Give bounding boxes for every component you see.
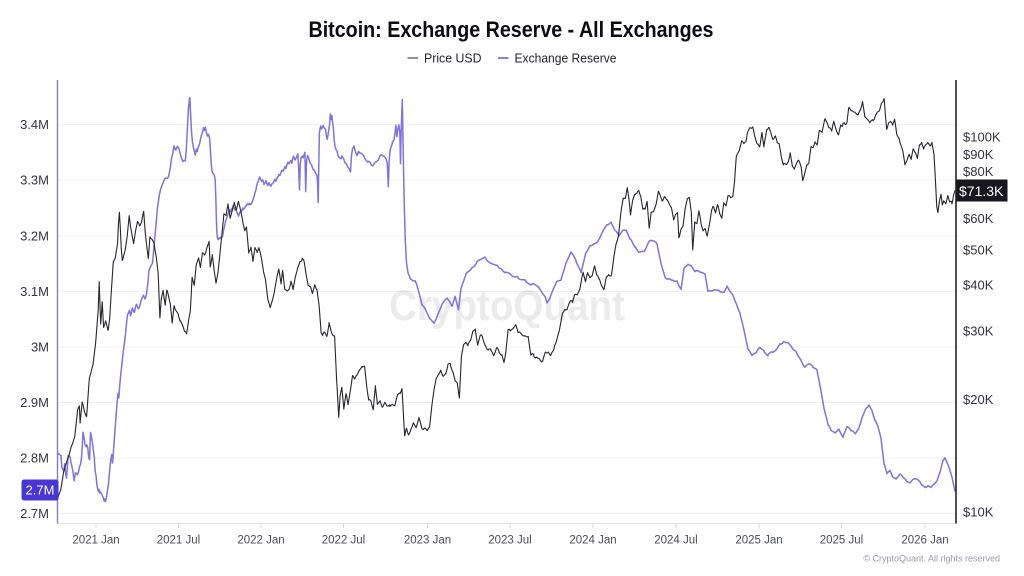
svg-text:2026 Jan: 2026 Jan xyxy=(901,535,948,547)
svg-text:2024 Jan: 2024 Jan xyxy=(569,535,616,547)
svg-text:2021 Jul: 2021 Jul xyxy=(157,535,200,547)
svg-text:2.8M: 2.8M xyxy=(20,451,49,466)
svg-text:© CryptoQuant. All rights rese: © CryptoQuant. All rights reserved xyxy=(863,554,1000,564)
svg-text:3.1M: 3.1M xyxy=(20,284,49,299)
svg-text:2022 Jan: 2022 Jan xyxy=(237,535,284,547)
svg-text:2023 Jan: 2023 Jan xyxy=(404,535,451,547)
svg-text:3.4M: 3.4M xyxy=(20,117,49,132)
svg-text:$10K: $10K xyxy=(963,505,994,520)
svg-text:$80K: $80K xyxy=(963,164,994,179)
svg-text:3.3M: 3.3M xyxy=(20,173,49,188)
svg-text:CryptoQuant: CryptoQuant xyxy=(389,282,625,330)
svg-text:$71.3K: $71.3K xyxy=(959,183,1004,199)
svg-text:$60K: $60K xyxy=(963,211,994,226)
svg-text:2025 Jan: 2025 Jan xyxy=(735,535,782,547)
svg-text:$50K: $50K xyxy=(963,243,994,258)
svg-text:2.7M: 2.7M xyxy=(20,506,49,521)
svg-text:$90K: $90K xyxy=(963,147,994,162)
svg-text:$20K: $20K xyxy=(963,392,994,407)
svg-text:2024 Jul: 2024 Jul xyxy=(654,535,697,547)
svg-text:Exchange Reserve: Exchange Reserve xyxy=(515,51,617,66)
svg-text:$100K: $100K xyxy=(963,130,1001,145)
svg-text:2022 Jul: 2022 Jul xyxy=(322,535,365,547)
svg-text:2.9M: 2.9M xyxy=(20,395,49,410)
svg-text:$30K: $30K xyxy=(963,324,994,339)
svg-text:2021 Jan: 2021 Jan xyxy=(72,535,119,547)
svg-text:2.7M: 2.7M xyxy=(26,483,55,498)
svg-text:3M: 3M xyxy=(31,340,49,355)
svg-text:$40K: $40K xyxy=(963,278,994,293)
svg-text:Price USD: Price USD xyxy=(424,51,482,66)
svg-text:2025 Jul: 2025 Jul xyxy=(820,535,863,547)
svg-text:2023 Jul: 2023 Jul xyxy=(488,535,531,547)
svg-text:Bitcoin: Exchange Reserve - Al: Bitcoin: Exchange Reserve - All Exchange… xyxy=(309,17,714,42)
svg-text:3.2M: 3.2M xyxy=(20,229,49,244)
